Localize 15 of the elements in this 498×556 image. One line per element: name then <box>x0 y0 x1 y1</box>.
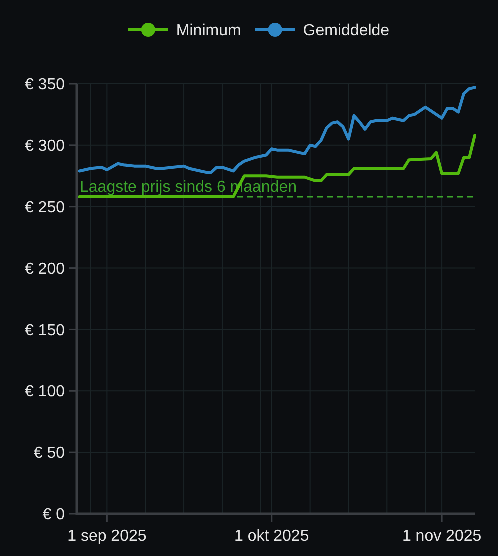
y-tick-label: € 350 <box>24 76 66 94</box>
legend-label: Minimum <box>176 22 242 40</box>
y-tick-label: € 0 <box>42 506 66 524</box>
y-tick-label: € 150 <box>24 322 66 340</box>
line-series <box>78 86 476 174</box>
line-series <box>78 134 476 199</box>
y-tick-label: € 200 <box>24 260 66 278</box>
y-tick-label: € 250 <box>24 199 66 216</box>
y-tick-label: € 100 <box>24 384 66 401</box>
y-tick-label: € 50 <box>34 445 66 462</box>
x-tick-label: 1 okt 2025 <box>234 528 310 545</box>
x-tick-label: 1 nov 2025 <box>402 528 482 545</box>
y-tick-label: € 300 <box>24 138 66 156</box>
legend-label: Gemiddelde <box>303 22 390 40</box>
x-tick-label: 1 sep 2025 <box>68 528 147 545</box>
